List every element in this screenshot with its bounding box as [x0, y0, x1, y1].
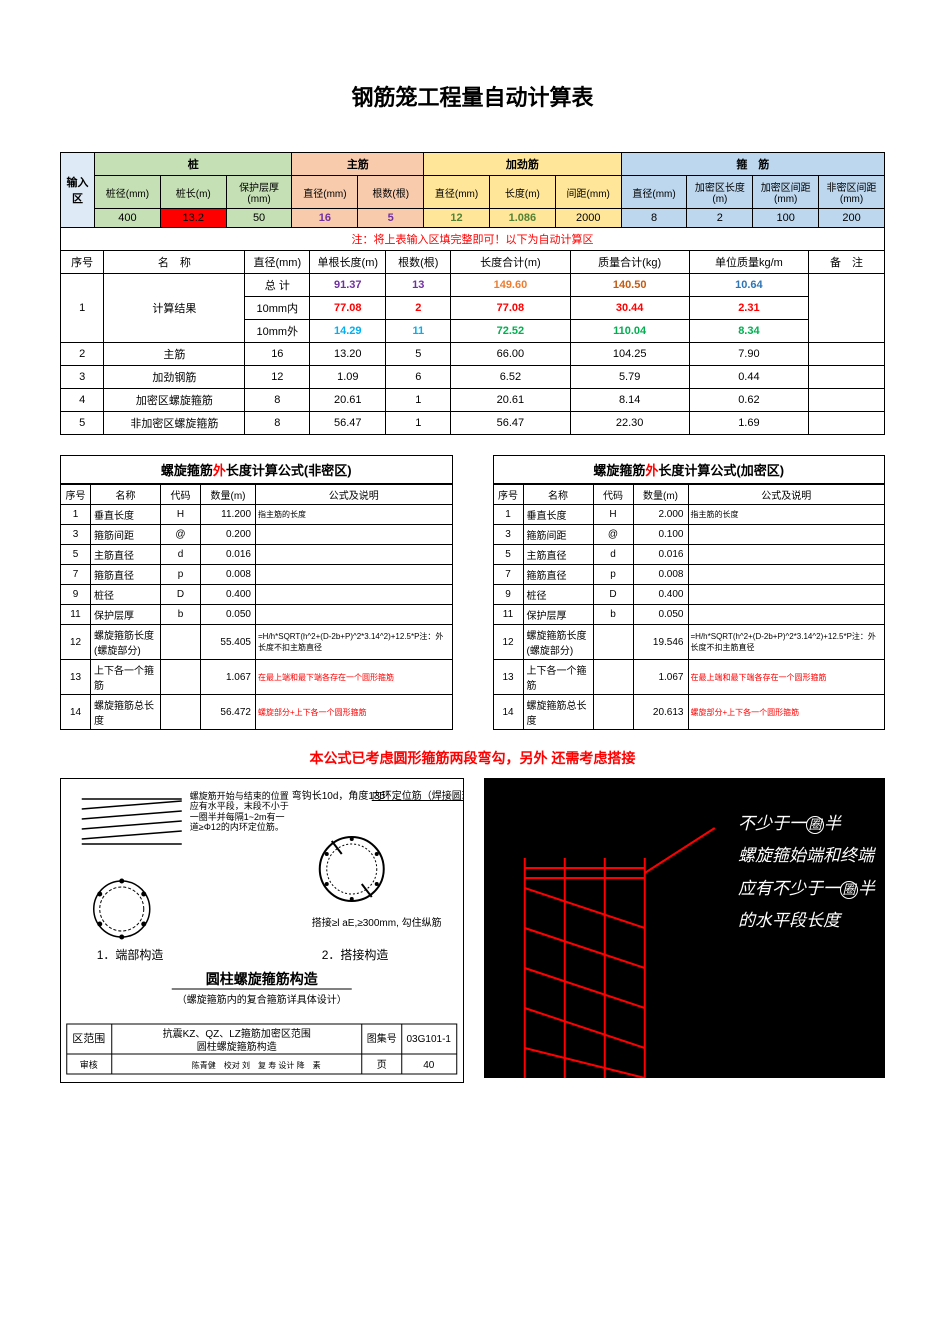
diagram-right: 不少于一圈半 螺旋箍始端和终端 应有不少于一圈半 的水平段长度: [484, 778, 886, 1078]
diagram-left: 螺旋筋开始与结束的位置应有水平段，末段不小于一圈半并每隔1~2m有一道≥Φ12的…: [60, 778, 464, 1083]
svg-text:圆柱螺旋箍筋构造: 圆柱螺旋箍筋构造: [197, 1040, 277, 1053]
svg-text:1．端部构造: 1．端部构造: [97, 947, 164, 962]
red-note: 本公式已考虑圆形箍筋两段弯勾，另外 还需考虑搭接: [60, 748, 885, 768]
formula-right: 螺旋箍筋外长度计算公式(加密区)序号名称代码数量(m)公式及说明1垂直长度H2.…: [493, 455, 886, 730]
svg-text:2．搭接构造: 2．搭接构造: [322, 947, 389, 962]
svg-text:03G101-1: 03G101-1: [407, 1034, 452, 1045]
svg-text:（螺旋箍筋内的复合箍筋详具体设计）: （螺旋箍筋内的复合箍筋详具体设计）: [177, 993, 347, 1006]
svg-text:区范围: 区范围: [72, 1031, 105, 1045]
svg-text:陈青健 校对 刘 复 寿 设计 降 素: 陈青健 校对 刘 复 寿 设计 降 素: [192, 1060, 321, 1070]
results-table: 序号名 称直径(mm)单根长度(m)根数(根)长度合计(m)质量合计(kg)单位…: [60, 250, 885, 435]
input-table: 输入区桩主筋加劲筋箍 筋桩径(mm)桩长(m)保护层厚(mm)直径(mm)根数(…: [60, 152, 885, 251]
svg-text:圆柱螺旋箍筋构造: 圆柱螺旋箍筋构造: [206, 971, 318, 987]
svg-text:页: 页: [377, 1059, 387, 1071]
svg-text:图集号: 图集号: [367, 1032, 397, 1045]
page-title: 钢筋笼工程量自动计算表: [60, 80, 885, 112]
svg-text:抗震KZ、QZ、LZ箍筋加密区范围: 抗震KZ、QZ、LZ箍筋加密区范围: [163, 1027, 311, 1040]
svg-text:40: 40: [423, 1060, 435, 1071]
svg-text:审核: 审核: [80, 1059, 98, 1070]
svg-text:内环定位筋（焊接圆环）: 内环定位筋（焊接圆环）: [372, 789, 463, 802]
formula-left: 螺旋箍筋外长度计算公式(非密区)序号名称代码数量(m)公式及说明1垂直长度H11…: [60, 455, 453, 730]
